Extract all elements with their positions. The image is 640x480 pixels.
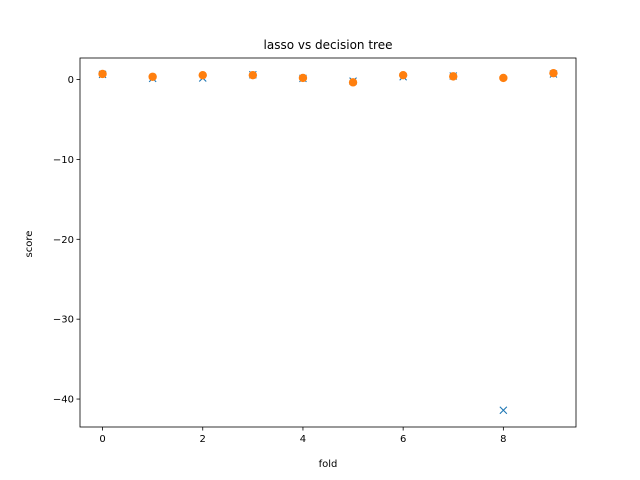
series-2-point: [148, 72, 157, 81]
series-2-point: [449, 72, 458, 81]
x-tick-label: 6: [400, 434, 406, 445]
y-axis-ticks: 0 −10 −20 −30 −40: [53, 75, 80, 406]
series-2-point: [248, 70, 258, 80]
plot-marks: [98, 68, 558, 415]
x-tick-label: 4: [300, 434, 306, 445]
series-2-point: [499, 73, 508, 83]
series-2-point: [549, 68, 558, 78]
series-1-point: [499, 406, 508, 415]
y-tick-label: −10: [53, 155, 74, 166]
y-axis-label: score: [24, 231, 35, 258]
y-tick-label: −20: [53, 235, 74, 246]
y-tick-label: −40: [53, 395, 74, 406]
x-tick-label: 8: [500, 434, 506, 445]
series-2-point: [348, 78, 358, 87]
chart-title: lasso vs decision tree: [264, 38, 393, 52]
x-axis-label: fold: [319, 459, 338, 470]
series-2-point: [198, 70, 207, 80]
x-axis-ticks: 0 2 4 6 8: [99, 427, 507, 445]
series-2-point: [98, 69, 107, 79]
x-tick-label: 0: [99, 434, 105, 445]
y-tick-label: 0: [68, 75, 74, 86]
x-tick-label: 2: [200, 434, 206, 445]
y-tick-label: −30: [53, 315, 74, 326]
series-2-point: [298, 73, 308, 83]
plot-frame: [79, 57, 577, 428]
series-2-point: [398, 70, 408, 80]
